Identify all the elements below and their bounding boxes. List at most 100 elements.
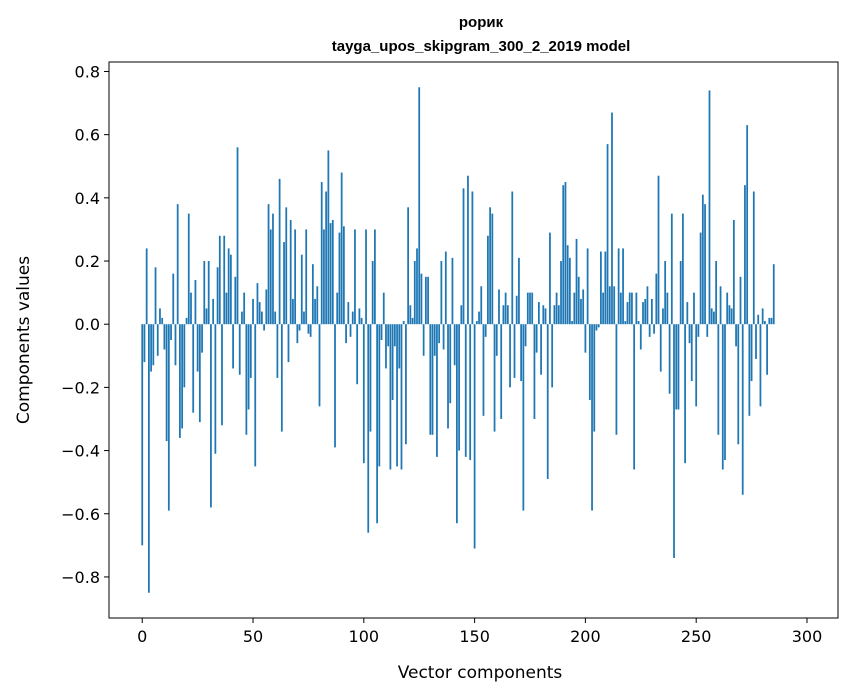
bar-261 bbox=[719, 286, 722, 325]
bar-200 bbox=[584, 324, 587, 353]
bar-121 bbox=[409, 305, 412, 325]
bar-131 bbox=[431, 324, 434, 435]
bar-174 bbox=[526, 292, 529, 325]
bar-74 bbox=[305, 229, 308, 325]
bar-144 bbox=[460, 305, 463, 325]
bar-118 bbox=[402, 321, 405, 325]
bar-8 bbox=[159, 308, 161, 325]
bar-90 bbox=[340, 172, 343, 325]
bar-198 bbox=[580, 298, 582, 325]
bar-150 bbox=[473, 324, 476, 549]
bar-54 bbox=[261, 311, 263, 325]
bar-9 bbox=[161, 317, 164, 325]
bar-68 bbox=[292, 298, 294, 325]
bar-241 bbox=[675, 324, 678, 410]
bar-188 bbox=[557, 305, 560, 325]
bar-266 bbox=[730, 308, 733, 325]
bar-209 bbox=[604, 251, 607, 325]
bar-30 bbox=[207, 261, 210, 325]
bar-41 bbox=[232, 324, 234, 369]
bar-40 bbox=[229, 254, 232, 325]
bar-274 bbox=[748, 324, 751, 416]
bar-18 bbox=[181, 324, 184, 429]
bar-279 bbox=[759, 324, 762, 407]
bar-82 bbox=[323, 229, 325, 325]
bar-250 bbox=[695, 324, 698, 407]
bar-218 bbox=[624, 321, 627, 325]
bar-219 bbox=[626, 302, 629, 325]
bar-135 bbox=[440, 261, 443, 325]
bar-127 bbox=[422, 324, 425, 356]
bar-283 bbox=[768, 317, 771, 325]
bar-168 bbox=[513, 324, 516, 378]
bar-66 bbox=[287, 324, 290, 363]
bar-212 bbox=[611, 112, 613, 325]
bar-38 bbox=[225, 292, 228, 325]
bar-21 bbox=[187, 213, 190, 325]
bar-85 bbox=[329, 223, 332, 325]
bar-156 bbox=[487, 235, 489, 325]
bar-237 bbox=[666, 292, 669, 325]
bar-42 bbox=[234, 276, 237, 325]
bar-116 bbox=[398, 324, 401, 369]
bar-36 bbox=[221, 324, 223, 426]
bar-246 bbox=[686, 302, 689, 325]
bar-98 bbox=[358, 308, 361, 325]
bar-217 bbox=[622, 248, 624, 325]
bar-108 bbox=[380, 324, 383, 340]
bar-181 bbox=[542, 305, 545, 325]
bar-271 bbox=[741, 324, 744, 495]
bar-165 bbox=[506, 305, 509, 325]
bar-154 bbox=[482, 324, 485, 416]
bar-67 bbox=[289, 219, 292, 325]
bar-187 bbox=[555, 292, 558, 325]
bar-29 bbox=[205, 308, 208, 325]
bar-128 bbox=[424, 276, 427, 325]
bar-113 bbox=[391, 324, 394, 401]
bar-61 bbox=[276, 324, 279, 378]
bar-59 bbox=[272, 213, 274, 325]
bar-110 bbox=[385, 324, 387, 369]
bar-229 bbox=[648, 324, 651, 337]
x-axis-label: Vector components bbox=[398, 663, 563, 683]
bar-269 bbox=[737, 324, 740, 445]
bar-87 bbox=[334, 324, 336, 448]
bar-119 bbox=[405, 324, 407, 445]
bar-46 bbox=[243, 292, 246, 325]
bar-105 bbox=[374, 229, 376, 325]
bar-216 bbox=[619, 292, 622, 325]
y-tick-label-6: 0.4 bbox=[75, 189, 100, 208]
bar-238 bbox=[668, 324, 671, 394]
bar-10 bbox=[163, 324, 166, 350]
bar-192 bbox=[566, 245, 569, 325]
bar-95 bbox=[351, 311, 354, 325]
bar-159 bbox=[493, 324, 496, 432]
bar-122 bbox=[411, 317, 414, 325]
bar-208 bbox=[602, 292, 605, 325]
bar-227 bbox=[644, 298, 647, 325]
bar-164 bbox=[504, 292, 507, 325]
bar-236 bbox=[664, 261, 667, 325]
bar-207 bbox=[600, 251, 602, 325]
bar-201 bbox=[586, 248, 589, 325]
bar-13 bbox=[170, 324, 172, 340]
bar-259 bbox=[715, 261, 718, 325]
bar-186 bbox=[553, 305, 556, 325]
bar-22 bbox=[190, 292, 192, 325]
bar-210 bbox=[606, 144, 609, 325]
bar-221 bbox=[631, 292, 633, 325]
bar-134 bbox=[438, 324, 441, 344]
bar-103 bbox=[369, 324, 372, 432]
bar-4 bbox=[150, 324, 152, 372]
bar-16 bbox=[176, 204, 179, 325]
bar-240 bbox=[673, 324, 675, 558]
y-tick-label-1: −0.6 bbox=[61, 505, 100, 524]
bar-213 bbox=[613, 286, 616, 325]
bar-112 bbox=[389, 324, 392, 470]
bar-71 bbox=[298, 324, 301, 331]
bar-91 bbox=[342, 226, 345, 325]
bar-19 bbox=[183, 324, 186, 388]
bar-282 bbox=[766, 324, 768, 375]
bar-65 bbox=[285, 207, 288, 325]
bar-62 bbox=[278, 178, 281, 325]
